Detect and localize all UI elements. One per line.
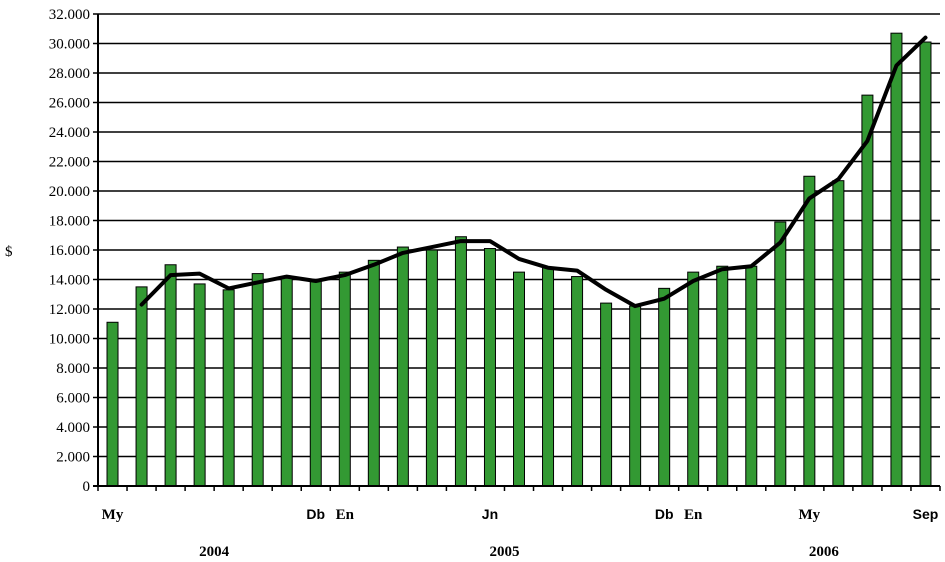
x-tick-label: En xyxy=(336,507,355,523)
bar xyxy=(542,267,555,487)
year-label: 2006 xyxy=(809,544,840,560)
bar xyxy=(367,259,380,487)
bar xyxy=(338,271,351,487)
bar xyxy=(774,221,787,487)
bar xyxy=(832,180,845,487)
x-axis-ticks: My Db En Jn Db En My Sep 2004 2005 2006 xyxy=(97,486,941,560)
x-tick-label: En xyxy=(684,507,703,523)
y-tick-label: 22.000 xyxy=(49,155,90,171)
bar xyxy=(658,287,671,487)
y-tick-label: 8.000 xyxy=(56,361,90,377)
bar xyxy=(425,249,438,487)
y-tick-label: 0 xyxy=(83,479,91,495)
bar xyxy=(454,236,467,487)
bar xyxy=(222,289,235,487)
bar xyxy=(890,32,903,487)
bar xyxy=(745,265,758,487)
bar xyxy=(164,264,177,487)
x-tick-label: My xyxy=(799,507,821,523)
bar xyxy=(513,271,525,487)
y-axis-ticks: 0 2.000 4.000 6.000 8.000 10.000 12.000 14.000 1… xyxy=(49,7,98,495)
bar xyxy=(396,246,409,487)
line-series xyxy=(139,35,928,309)
bar xyxy=(803,175,816,487)
y-tick-label: 28.000 xyxy=(49,66,90,82)
y-tick-label: 30.000 xyxy=(49,37,90,53)
bar xyxy=(716,265,729,487)
y-tick-label: 32.000 xyxy=(49,7,90,23)
y-tick-label: 14.000 xyxy=(49,273,90,289)
y-tick-label: 26.000 xyxy=(49,96,90,112)
bar xyxy=(687,271,700,487)
bar xyxy=(483,248,496,487)
x-tick-label: Jn xyxy=(482,506,498,522)
bar xyxy=(571,276,584,487)
bar xyxy=(280,276,293,487)
y-tick-label: 20.000 xyxy=(49,184,90,200)
bar xyxy=(861,94,874,487)
year-label: 2005 xyxy=(489,544,519,560)
y-axis-label: $ xyxy=(5,244,13,260)
y-tick-label: 10.000 xyxy=(49,332,90,348)
y-tick-label: 24.000 xyxy=(49,125,90,141)
bar xyxy=(251,273,264,487)
axes xyxy=(93,14,940,487)
y-tick-label: 16.000 xyxy=(49,243,90,259)
y-tick-label: 18.000 xyxy=(49,214,90,230)
x-tick-label: Db xyxy=(306,506,325,522)
y-tick-label: 4.000 xyxy=(56,420,90,436)
trend-line xyxy=(139,35,928,309)
bar xyxy=(106,321,119,487)
x-tick-label: Db xyxy=(655,506,674,522)
bar xyxy=(193,283,206,487)
bar xyxy=(135,286,148,487)
y-tick-label: 6.000 xyxy=(56,391,90,407)
y-tick-label: 12.000 xyxy=(49,302,90,318)
bar xyxy=(309,280,322,487)
y-tick-label: 2.000 xyxy=(56,450,90,466)
x-tick-label: Sep xyxy=(913,506,939,522)
bar xyxy=(919,41,932,487)
year-label: 2004 xyxy=(199,544,230,560)
bar xyxy=(629,305,642,487)
bar xyxy=(600,302,613,487)
x-tick-label: My xyxy=(102,507,124,523)
